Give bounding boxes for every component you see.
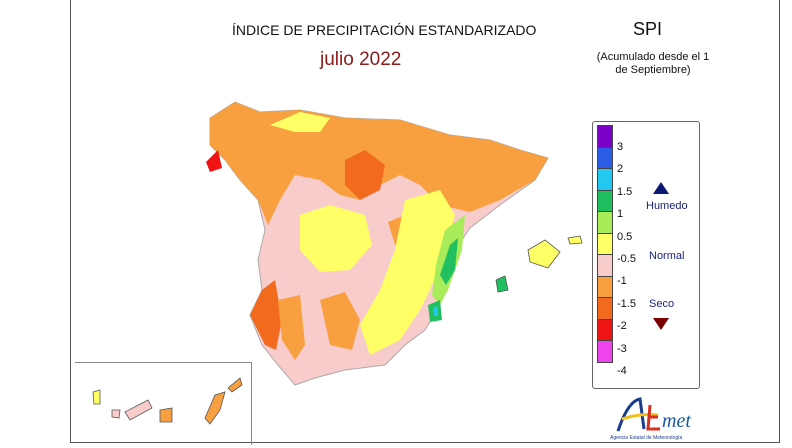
- galicia-red: [206, 150, 222, 172]
- ibiza: [495, 275, 509, 293]
- legend-swatch: [597, 318, 613, 341]
- map-period: julio 2022: [320, 49, 402, 70]
- map-frame: [70, 0, 780, 443]
- legend-swatch: [597, 340, 613, 363]
- legend-tick-label: 2: [617, 163, 624, 176]
- accumulation-note: (Acumulado desde el 1 de Septiembre): [596, 51, 710, 76]
- south-orange: [278, 295, 305, 360]
- legend-swatch: [597, 232, 613, 255]
- triangle-up-icon: [653, 182, 669, 194]
- legend-dry-label: Seco: [649, 298, 675, 310]
- aemet-logo: met Agencia Estatal de Meteorología: [600, 393, 710, 443]
- legend-swatch: [597, 211, 613, 234]
- svg-text:Agencia Estatal de Meteorologí: Agencia Estatal de Meteorología: [610, 435, 682, 441]
- legend-swatch: [597, 275, 613, 298]
- legend-tick-label: 0.5: [617, 230, 633, 243]
- canary-grancanaria: [159, 407, 173, 423]
- center-normal: [300, 205, 372, 272]
- canary-gomera: [111, 409, 121, 419]
- murcia-cyan: [433, 306, 438, 316]
- canary-fuerteventura: [204, 391, 226, 425]
- west-orange: [250, 280, 282, 350]
- legend-tick-label: -1: [617, 275, 627, 288]
- east-normal: [360, 190, 455, 355]
- triangle-down-icon: [653, 318, 669, 330]
- valencia-deep-green: [440, 238, 458, 285]
- legend-tick-label: 3: [617, 141, 624, 153]
- legend-swatch: [597, 125, 613, 148]
- legend-tick-label: -4: [617, 365, 627, 377]
- legend-swatch: [597, 146, 613, 169]
- legend-swatch: [597, 168, 613, 191]
- north-normal-patch: [270, 112, 330, 132]
- spi-legend: 3 2 1.5 1 0.5 -0.5 -1 -1.5 -2 -3 -4 Humedo Normal …: [592, 121, 700, 389]
- legend-wet-label: Humedo: [646, 200, 688, 212]
- legend-tick-label: -2: [617, 320, 627, 333]
- canary-lapalma: [92, 389, 101, 405]
- canary-tenerife: [124, 399, 153, 421]
- legend-swatch: [597, 254, 613, 277]
- legend-tick-label: 1: [617, 208, 624, 221]
- legend-tick-label: 1.5: [617, 185, 633, 198]
- legend-tick-label: -3: [617, 342, 627, 355]
- legend-swatch: [597, 297, 613, 320]
- map-title: ÍNDICE DE PRECIPITACIÓN ESTANDARIZADO: [232, 22, 537, 38]
- index-name: SPI: [633, 19, 663, 39]
- legend-tick-label: -0.5: [617, 253, 636, 265]
- castilla-dark: [345, 150, 385, 200]
- legend-tick-label: -1.5: [617, 297, 636, 310]
- legend-normal-label: Normal: [649, 250, 685, 262]
- legend-swatch: [597, 189, 613, 212]
- legend-color-bar: [597, 125, 613, 363]
- canary-inset-frame: [75, 362, 252, 445]
- svg-text:met: met: [662, 410, 691, 432]
- andalucia-orange: [320, 292, 360, 350]
- menorca: [567, 235, 583, 245]
- canary-lanzarote: [227, 377, 243, 393]
- mallorca: [527, 239, 561, 269]
